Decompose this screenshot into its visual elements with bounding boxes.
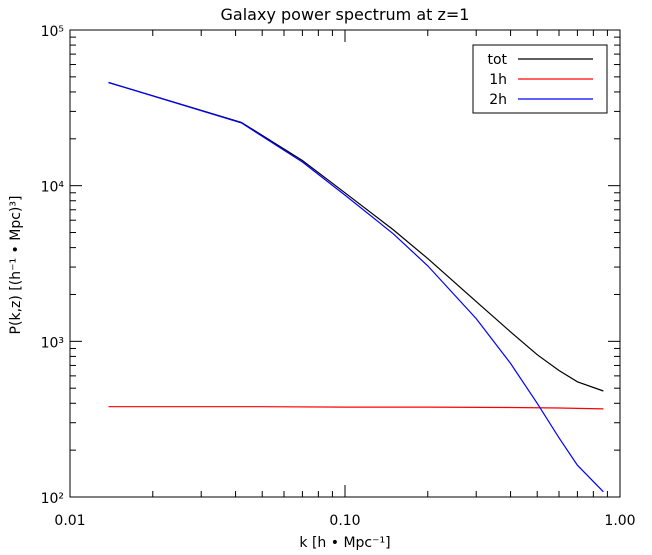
- legend-label-1h: 1h: [489, 72, 507, 88]
- series-line-tot: [108, 81, 604, 392]
- chart-title: Galaxy power spectrum at z=1: [221, 5, 470, 24]
- y-axis-label: P(k,z) [(h⁻¹ • Mpc)³]: [8, 196, 24, 335]
- x-axis: 0.01 0.10 1.00: [54, 30, 636, 529]
- x-tick-label: 1.00: [604, 513, 635, 529]
- y-tick-label: 10²: [41, 491, 64, 507]
- series-line-2h: [108, 81, 604, 493]
- y-tick-label: 10³: [41, 335, 64, 351]
- x-tick-label: 0.01: [54, 513, 85, 529]
- x-axis-label: k [h • Mpc⁻¹]: [299, 535, 390, 551]
- y-tick-label: 10⁴: [41, 180, 65, 196]
- legend-label-2h: 2h: [489, 92, 507, 108]
- legend: tot 1h 2h: [472, 44, 608, 114]
- y-axis: 10² 10³ 10⁴ 10⁵: [41, 24, 620, 507]
- legend-label-tot: tot: [487, 52, 507, 68]
- x-tick-label: 0.10: [329, 513, 360, 529]
- series-line-1h: [108, 406, 604, 410]
- plot-area: [108, 81, 604, 493]
- y-tick-label: 10⁵: [41, 24, 64, 40]
